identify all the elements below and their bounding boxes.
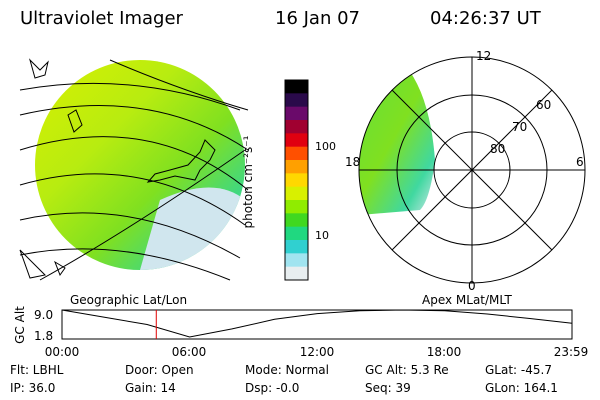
xtick-2359: 23:59 (554, 345, 589, 359)
xtick-1200: 12:00 (300, 345, 335, 359)
colorbar-swatch (285, 200, 308, 214)
colorbar-swatch (285, 253, 308, 268)
polar-grid (358, 56, 586, 284)
dsp-info: Dsp: -0.0 (245, 381, 300, 395)
mlt-label-18: 18 (345, 155, 360, 169)
colorbar-swatch (285, 120, 308, 134)
glon-info: GLon: 164.1 (485, 381, 558, 395)
filter-info: Flt: LBHL (10, 363, 64, 377)
altitude-line (61, 309, 573, 338)
colorbar-swatch (285, 226, 308, 241)
instrument-title: Ultraviolet Imager (20, 8, 183, 29)
gain-info: Gain: 14 (125, 381, 176, 395)
colorbar-swatch (285, 173, 308, 188)
mlat-label-80: 80 (490, 142, 505, 156)
xtick-1800: 18:00 (427, 345, 462, 359)
altitude-series (61, 309, 573, 338)
colorbar-swatch (285, 80, 308, 94)
date-label: 16 Jan 07 (275, 8, 360, 29)
lat-lon-grid (19, 59, 249, 281)
seq-info: Seq: 39 (365, 381, 411, 395)
colorbar-swatch (285, 240, 308, 254)
time-label: 04:26:37 UT (430, 8, 541, 29)
altitude-ylabel: GC Alt (13, 306, 27, 344)
right-panel-label: Apex MLat/MLT (422, 293, 512, 307)
geographic-image (35, 60, 245, 270)
left-panel-label: Geographic Lat/Lon (70, 293, 187, 307)
mlt-label-6: 6 (576, 155, 584, 169)
coastlines (19, 58, 216, 279)
mode-info: Mode: Normal (245, 363, 329, 377)
mlt-label-0: 0 (468, 279, 476, 293)
gc-alt-info: GC Alt: 5.3 Re (365, 363, 449, 377)
colorbar-swatch (285, 213, 308, 228)
colorbar-swatch (285, 160, 308, 174)
ip-info: IP: 36.0 (10, 381, 56, 395)
colorbar-tick-100: 100 (315, 140, 336, 153)
colorbar-frame (284, 79, 309, 281)
colorbar-unit-label: photon cm⁻²s⁻¹ (241, 135, 255, 228)
mlt-label-12: 12 (476, 49, 491, 63)
door-info: Door: Open (125, 363, 194, 377)
colorbar-swatch (285, 133, 308, 148)
xtick-0000: 00:00 (45, 345, 80, 359)
colorbar-swatch (285, 186, 308, 201)
colorbar-swatch (285, 93, 308, 108)
glat-info: GLat: -45.7 (485, 363, 552, 377)
colorbar (284, 79, 309, 281)
colorbar-tick-10: 10 (315, 229, 329, 242)
mlat-label-70: 70 (512, 120, 527, 134)
colorbar-swatch (285, 106, 308, 121)
mlat-label-60: 60 (536, 98, 551, 112)
altitude-ytick-9: 9.0 (34, 308, 53, 322)
xtick-0600: 06:00 (172, 345, 207, 359)
altitude-plot-frame (61, 309, 573, 340)
altitude-ytick-1.8: 1.8 (34, 329, 53, 343)
colorbar-swatch (285, 146, 308, 161)
colorbar-swatch (285, 266, 308, 281)
